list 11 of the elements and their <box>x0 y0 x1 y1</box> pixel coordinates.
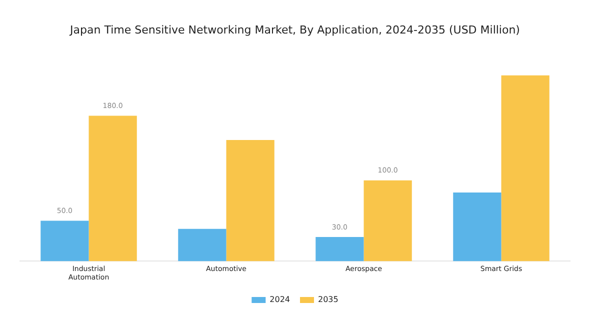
legend-label: 2035 <box>318 295 338 304</box>
bar <box>364 180 412 262</box>
bar <box>501 75 550 262</box>
bar <box>88 116 137 262</box>
bar <box>316 236 364 262</box>
bar <box>40 220 89 262</box>
bar <box>453 192 502 262</box>
bar <box>178 228 226 262</box>
legend-label: 2024 <box>270 295 290 304</box>
chart-title: Japan Time Sensitive Networking Market, By Application, 2024-2035 (USD Million) <box>69 23 520 36</box>
bar <box>226 140 274 262</box>
